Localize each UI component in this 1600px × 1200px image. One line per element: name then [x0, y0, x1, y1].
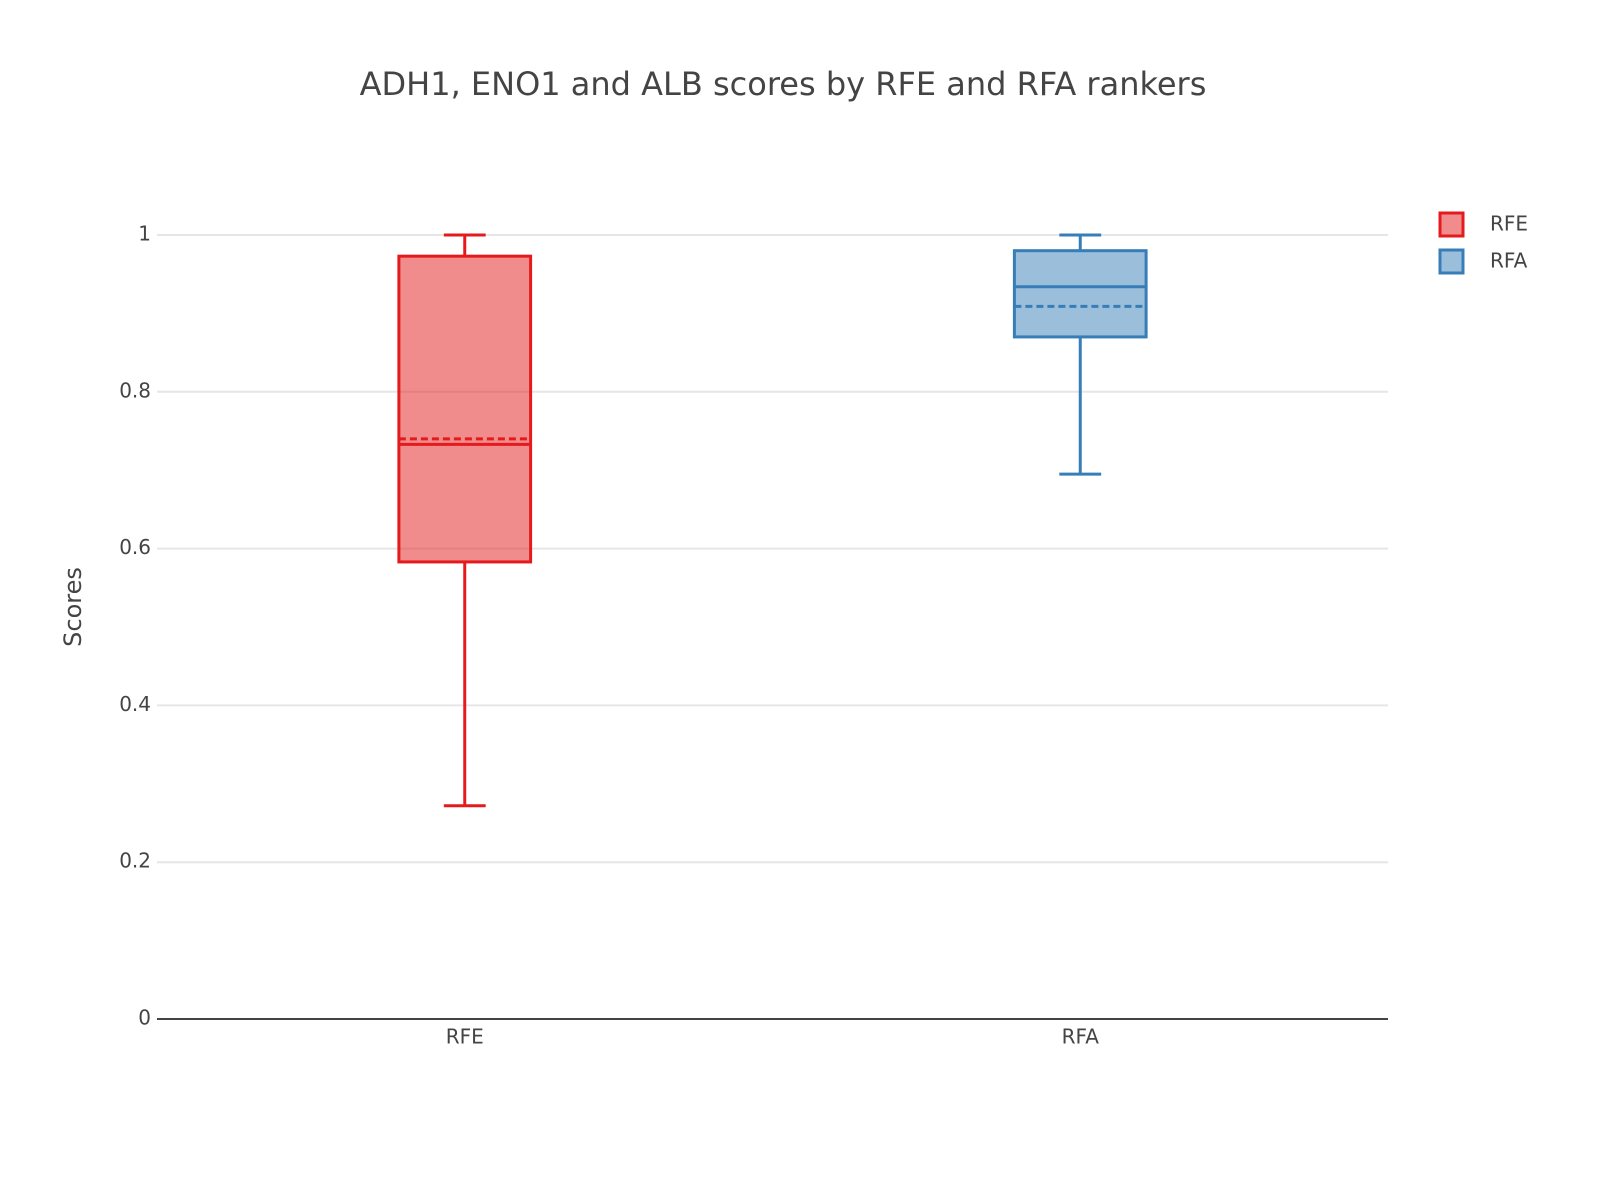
y-tick-label: 0.6 [119, 535, 151, 559]
y-tick-label: 0 [138, 1006, 151, 1030]
y-tick-label: 0.8 [119, 378, 151, 402]
x-tick-label: RFE [446, 1025, 484, 1049]
legend-swatch [1438, 248, 1465, 275]
box [397, 254, 533, 564]
legend-label: RFA [1490, 249, 1528, 273]
legend-swatch [1438, 211, 1465, 238]
x-tick-label: RFA [1062, 1025, 1100, 1049]
legend-label: RFE [1490, 212, 1528, 236]
chart-title: ADH1, ENO1 and ALB scores by RFE and RFA… [360, 65, 1207, 103]
y-tick-label: 0.2 [119, 849, 151, 873]
y-axis-title: Scores [59, 567, 87, 647]
y-tick-label: 1 [138, 222, 151, 246]
box [1012, 249, 1148, 339]
y-tick-label: 0.4 [119, 692, 151, 716]
